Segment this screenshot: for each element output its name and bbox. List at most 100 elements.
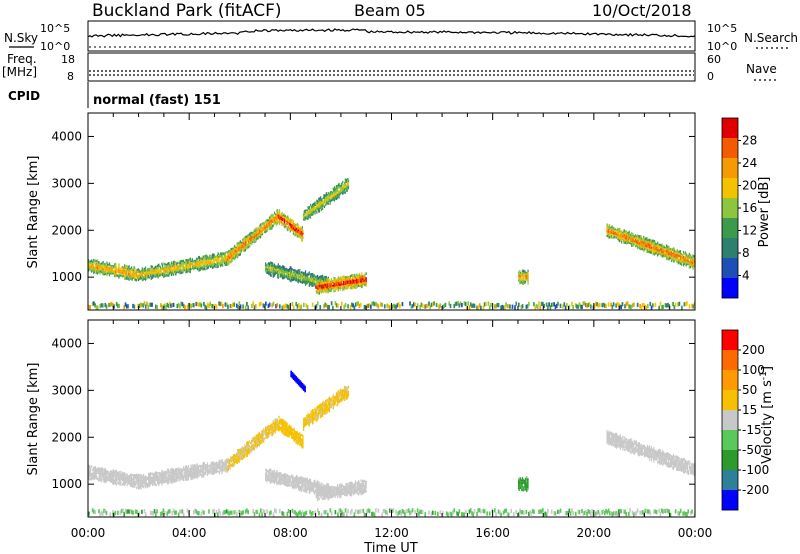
echo-cell [220, 257, 223, 260]
echo-cell [303, 280, 305, 283]
echo-cell [321, 274, 323, 278]
echo-cell [107, 272, 109, 275]
echo-cell [190, 466, 192, 470]
echo-cell [162, 481, 164, 484]
echo-cell [232, 247, 235, 250]
echo-cell [345, 280, 347, 283]
echo-cell [684, 251, 687, 255]
echo-cell [666, 250, 668, 253]
echo-cell [161, 474, 164, 476]
ground-scatter-cell [319, 305, 322, 310]
echo-cell [198, 261, 200, 264]
echo-cell [124, 264, 126, 267]
echo-cell [197, 466, 199, 469]
echo-cell [350, 278, 352, 281]
echo-cell [333, 198, 335, 202]
echo-cell [335, 287, 337, 290]
echo-cell [361, 275, 363, 278]
echo-cell [624, 230, 626, 233]
site-title: Buckland Park (fitACF) [92, 1, 282, 21]
echo-cell [329, 199, 331, 203]
echo-cell [142, 485, 144, 488]
echo-cell [611, 236, 613, 239]
echo-cell [108, 273, 111, 277]
ground-scatter-cell [633, 302, 635, 307]
echo-cell [656, 244, 658, 247]
echo-cell [141, 484, 143, 486]
echo-cell [127, 481, 129, 483]
echo-cell [608, 236, 610, 239]
echo-cell [207, 262, 209, 265]
echo-cell [292, 227, 295, 230]
echo-cell [222, 256, 224, 260]
echo-cell [166, 269, 168, 273]
echo-cell [677, 258, 679, 261]
echo-cell [268, 225, 270, 227]
echo-cell [149, 475, 151, 478]
echo-cell [141, 477, 143, 479]
echo-cell [142, 269, 144, 272]
echo-cell [257, 230, 259, 234]
echo-cell [99, 267, 101, 270]
ground-scatter-cell [457, 301, 459, 306]
echo-cell [98, 476, 100, 479]
echo-cell [254, 238, 257, 240]
echo-cell [97, 265, 99, 268]
echo-cell [119, 269, 121, 272]
echo-cell [300, 231, 302, 234]
echo-cell [339, 188, 341, 190]
echo-cell [623, 241, 625, 244]
echo-cell [125, 482, 127, 484]
echo-cell [192, 464, 194, 467]
echo-cell [343, 278, 345, 281]
echo-cell [256, 233, 259, 236]
echo-cell [227, 255, 229, 259]
ground-scatter-cell [108, 302, 110, 308]
echo-cell [321, 288, 323, 291]
echo-cell [660, 246, 662, 249]
echo-cell [356, 278, 358, 281]
echo-cell [326, 194, 328, 196]
echo-cell [124, 473, 126, 476]
echo-cell [164, 270, 166, 273]
echo-cell [136, 479, 138, 482]
echo-cell [116, 472, 118, 474]
echo-cell [689, 254, 692, 257]
echo-cell [191, 466, 193, 469]
echo-cell [690, 255, 692, 258]
echo-cell [122, 475, 125, 477]
echo-cell [313, 283, 315, 285]
echo-cell [650, 249, 652, 252]
ground-scatter-cell [593, 303, 596, 308]
echo-cell [316, 274, 319, 278]
ground-scatter-cell [621, 302, 624, 307]
echo-cell [614, 228, 616, 231]
echo-cell [89, 265, 91, 268]
echo-cell [175, 467, 177, 471]
echo-cell [611, 229, 613, 233]
echo-cell [130, 484, 132, 488]
echo-cell [332, 194, 334, 198]
echo-cell [189, 474, 192, 476]
echo-cell [266, 225, 269, 227]
ground-scatter-cell [577, 304, 580, 309]
echo-cell [318, 278, 320, 281]
echo-cell [140, 270, 142, 273]
echo-cell [204, 265, 206, 268]
echo-cell [630, 242, 632, 245]
echo-cell [100, 476, 102, 479]
echo-cell [621, 235, 623, 238]
echo-cell [340, 281, 343, 284]
echo-cell [343, 283, 345, 286]
echo-cell [95, 470, 97, 472]
echo-cell [335, 187, 338, 190]
echo-cell [122, 474, 124, 477]
echo-cell [327, 288, 329, 292]
ground-scatter-cell [449, 303, 452, 309]
echo-cell [89, 474, 92, 477]
echo-cell [110, 476, 112, 479]
echo-cell [349, 284, 351, 287]
echo-cell [127, 274, 129, 276]
echo-cell [158, 474, 161, 477]
echo-cell [323, 194, 326, 197]
